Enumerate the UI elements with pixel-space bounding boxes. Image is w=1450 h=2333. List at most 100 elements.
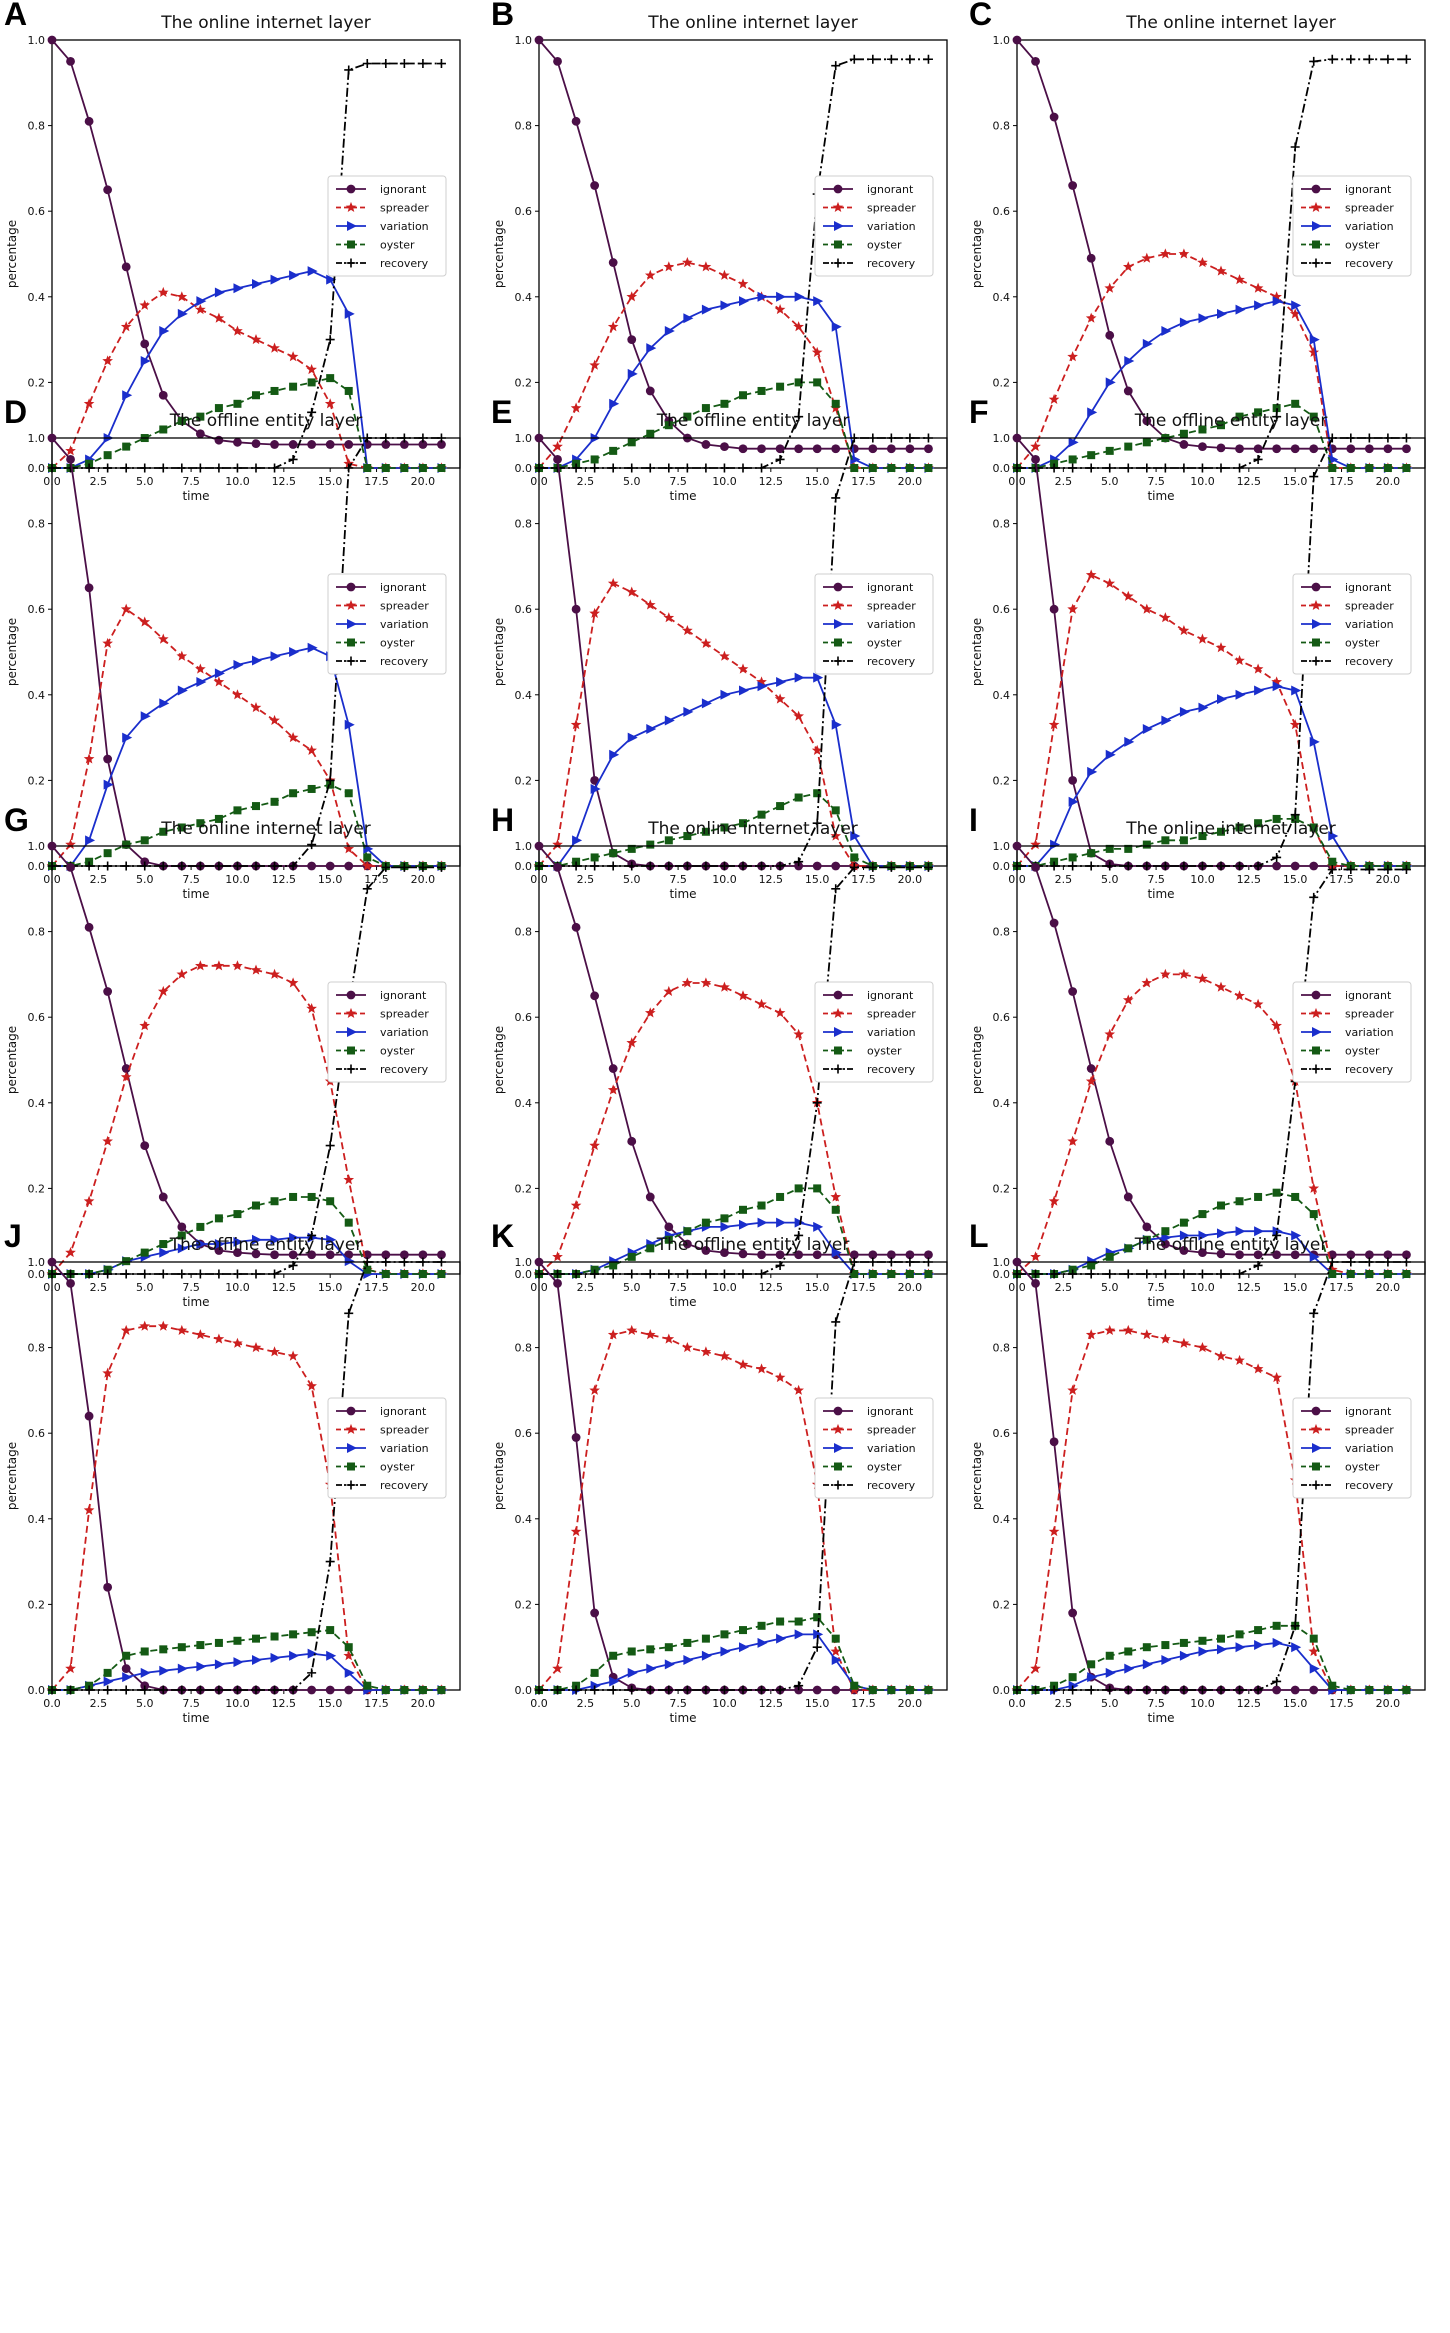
panel-g-spreader-point-3 (102, 1135, 113, 1146)
panel-e-spreader-point-14 (793, 710, 804, 721)
panel-h-oyster-point-16 (831, 1205, 840, 1214)
panel-d-variation-point-2 (85, 835, 96, 846)
x-tick-label: 7.5 (182, 1697, 200, 1710)
panel-i-spreader-point-16 (1308, 1182, 1320, 1193)
panel-j-recovery-point-2 (84, 1685, 94, 1695)
panel-f-oyster-point-16 (1309, 823, 1318, 832)
panel-g-recovery-point-21 (436, 862, 446, 872)
panel-h-spreader-point-11 (737, 990, 749, 1001)
x-axis-label: time (182, 1711, 209, 1725)
panel-l-ignorant-point-14 (1272, 1685, 1282, 1695)
panel-k-spreader-point-14 (793, 1384, 804, 1395)
legend-label-ignorant: ignorant (1345, 183, 1392, 196)
panel-k-variation-point-12 (757, 1637, 768, 1648)
x-tick-label: 2.5 (1055, 475, 1073, 488)
y-tick-label: 0.8 (993, 120, 1011, 133)
panel-j-oyster-point-20 (418, 1686, 427, 1694)
panel-a-oyster-point-8 (196, 412, 205, 421)
panel-j-oyster-point-17 (363, 1681, 372, 1690)
panel-j-variation-point-15 (326, 1650, 337, 1661)
panel-g-oyster-point-17 (363, 1265, 372, 1274)
panel-g-spreader-point-16 (343, 1174, 355, 1185)
panel-b-spreader-point-3 (589, 359, 600, 370)
x-tick-label: 12.5 (759, 1697, 784, 1710)
panel-g-ignorant-point-10 (233, 1248, 242, 1257)
panel-d-spreader-point-4 (120, 603, 132, 614)
panel-b-variation-point-7 (664, 326, 675, 337)
panel-b-recovery-point-3 (590, 463, 600, 473)
panel-k-recovery-point-3 (590, 1685, 600, 1695)
y-axis-label: percentage (492, 1442, 506, 1510)
panel-a-ignorant-point-2 (84, 116, 94, 126)
panel-j-oyster-point-6 (159, 1645, 168, 1654)
panel-k-ignorant-point-3 (590, 1608, 600, 1618)
panel-d-variation-point-13 (289, 647, 300, 657)
panel-c-variation-point-9 (1179, 317, 1190, 328)
panel-i-recovery-point-8 (1160, 1269, 1170, 1279)
x-tick-label: 10.0 (712, 873, 737, 886)
panel-e-variation-point-10 (720, 689, 731, 700)
panel-b-variation-point-6 (646, 343, 657, 354)
x-tick-label: 20.0 (1376, 1281, 1401, 1294)
panel-k-variation-point-legend (834, 1443, 844, 1453)
panel-f-recovery-point-18 (1346, 433, 1356, 443)
panel-i-ignorant-point-1 (1031, 863, 1040, 872)
panel-a-spreader-point-4 (120, 321, 132, 332)
panel-k-spreader-point-10 (719, 1350, 730, 1361)
panel-g-ignorant-point-19 (399, 1250, 409, 1260)
panel-d-oyster-line (52, 783, 442, 867)
panel-j-variation-point-11 (252, 1655, 262, 1666)
panel-b-recovery-point-19 (886, 54, 896, 64)
panel-h-spreader-point-3 (589, 1140, 600, 1151)
panel-h-recovery-point-20 (905, 862, 915, 872)
panel-d-oyster-point-7 (177, 823, 186, 832)
panel-d-variation-point-5 (140, 711, 151, 722)
panel-l-spreader-point-12 (1234, 1354, 1245, 1365)
panel-g-recovery-point-17 (362, 884, 372, 894)
panel-d-recovery-point-5 (140, 861, 150, 871)
panel-l-variation-point-16 (1309, 1663, 1320, 1674)
panel-letter: E (491, 394, 513, 430)
legend-label-variation: variation (380, 1026, 429, 1039)
panel-d-oyster-point-12 (270, 797, 279, 806)
panel-d-spreader-point-8 (195, 663, 206, 674)
panel-b-recovery-point-legend (833, 258, 843, 268)
panel-a-variation-point-9 (214, 287, 225, 298)
panel-c-variation-point-8 (1161, 326, 1172, 337)
panel-i-variation-point-legend (1312, 1027, 1322, 1037)
x-tick-label: 5.0 (623, 873, 641, 886)
chart-title: The offline entity layer (656, 411, 850, 431)
panel-l-recovery-point-3 (1068, 1685, 1078, 1695)
panel-c-recovery-point-15 (1290, 142, 1300, 152)
panel-l-oyster-point-19 (1365, 1686, 1374, 1694)
panel-b-ignorant-point-9 (701, 440, 711, 449)
panel-k-variation-point-16 (831, 1655, 842, 1666)
panel-h-recovery-point-1 (553, 1269, 563, 1279)
panel-h-variation-point-10 (720, 1221, 731, 1232)
panel-k-spreader-point-11 (737, 1359, 749, 1370)
panel-c-ignorant-point-14 (1272, 444, 1282, 454)
panel-e-variation-point-17 (850, 831, 861, 842)
panel-g-recovery-point-3 (103, 1269, 113, 1279)
panel-g-ignorant-point-14 (307, 1250, 317, 1260)
panel-l-oyster-point-legend (1312, 1462, 1320, 1471)
chart-title: The offline entity layer (169, 411, 363, 431)
panel-c-oyster-point-5 (1105, 446, 1114, 455)
y-tick-label: 0.2 (515, 1598, 533, 1611)
panel-c-spreader-point-3 (1067, 351, 1078, 362)
y-axis-label: percentage (970, 220, 984, 288)
panel-d-oyster-point-9 (214, 814, 223, 823)
panel-c-ignorant-point-3 (1068, 181, 1078, 190)
x-tick-label: 17.5 (851, 475, 876, 488)
panel-e-oyster-point-16 (831, 806, 840, 815)
x-tick-label: 17.5 (851, 873, 876, 886)
legend-label-ignorant: ignorant (867, 581, 914, 594)
chart-title: The online internet layer (1125, 13, 1336, 33)
panel-k-spreader-point-3 (589, 1384, 600, 1395)
panel-i-spreader-point-8 (1160, 968, 1171, 979)
panel-f-ignorant-point-16 (1309, 861, 1319, 871)
panel-f-recovery-point-legend (1311, 656, 1321, 666)
panel-c-oyster-point-4 (1087, 451, 1096, 460)
y-tick-label: 0.6 (28, 603, 46, 616)
panel-l-spreader-point-10 (1197, 1342, 1208, 1353)
